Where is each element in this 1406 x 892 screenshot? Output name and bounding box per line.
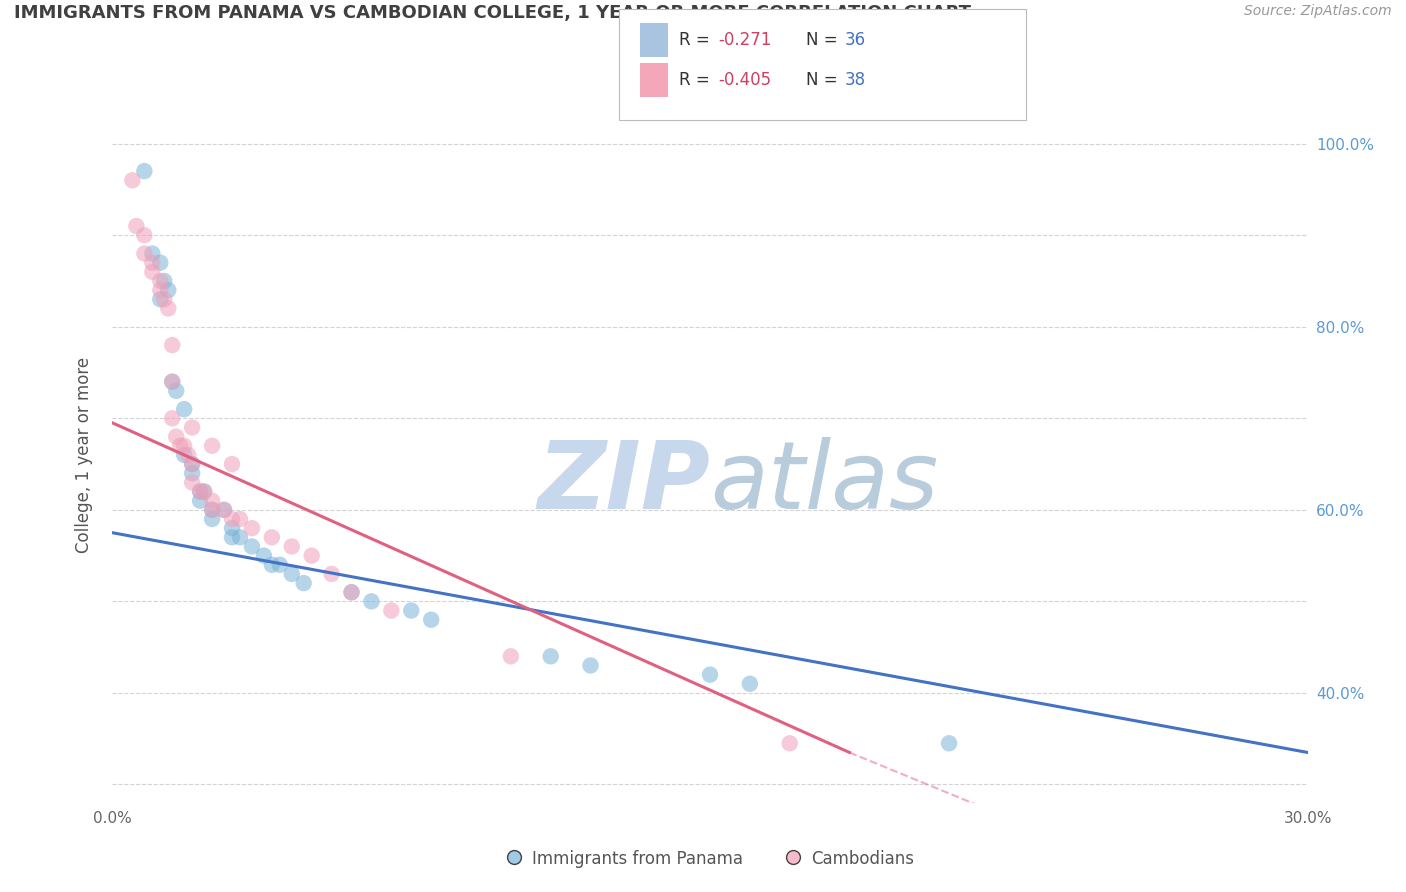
Point	[169, 439, 191, 453]
Point	[229, 512, 252, 526]
Point	[221, 521, 243, 535]
Point	[779, 736, 801, 750]
Point	[141, 255, 163, 269]
Point	[149, 255, 172, 269]
Point	[153, 274, 176, 288]
Point	[221, 512, 243, 526]
Text: 38: 38	[845, 71, 866, 89]
Point	[188, 493, 211, 508]
Point	[153, 293, 176, 307]
Text: atlas: atlas	[710, 437, 938, 528]
Text: IMMIGRANTS FROM PANAMA VS CAMBODIAN COLLEGE, 1 YEAR OR MORE CORRELATION CHART: IMMIGRANTS FROM PANAMA VS CAMBODIAN COLL…	[14, 4, 972, 22]
Point	[173, 448, 195, 462]
Point	[165, 429, 187, 443]
Point	[229, 530, 252, 544]
Text: R =: R =	[679, 71, 716, 89]
Point	[360, 594, 382, 608]
Point	[380, 603, 402, 617]
Point	[165, 384, 187, 398]
Point	[181, 467, 204, 481]
Point	[149, 283, 172, 297]
Point	[281, 540, 304, 554]
Point	[281, 566, 304, 581]
Point	[193, 484, 215, 499]
Point	[499, 649, 522, 664]
Point	[301, 549, 323, 563]
Text: N =: N =	[806, 31, 842, 49]
Point	[540, 649, 562, 664]
Point	[181, 457, 204, 471]
Text: N =: N =	[806, 71, 842, 89]
Point	[212, 503, 235, 517]
Point	[938, 736, 960, 750]
Point	[141, 265, 163, 279]
Point	[188, 484, 211, 499]
Legend: Immigrants from Panama, Cambodians: Immigrants from Panama, Cambodians	[499, 843, 921, 874]
Point	[201, 493, 224, 508]
Point	[134, 246, 156, 260]
Point	[181, 457, 204, 471]
Point	[141, 246, 163, 260]
Point	[201, 439, 224, 453]
Text: -0.271: -0.271	[718, 31, 772, 49]
Point	[579, 658, 602, 673]
Point	[699, 667, 721, 681]
Point	[157, 283, 180, 297]
Point	[253, 549, 276, 563]
Text: ZIP: ZIP	[537, 437, 710, 529]
Point	[149, 274, 172, 288]
Point	[121, 173, 143, 187]
Point	[193, 484, 215, 499]
Point	[321, 566, 343, 581]
Point	[125, 219, 148, 233]
Point	[162, 411, 183, 425]
Point	[162, 338, 183, 352]
Point	[212, 503, 235, 517]
Point	[738, 677, 761, 691]
Point	[173, 439, 195, 453]
Text: R =: R =	[679, 31, 716, 49]
Text: Source: ZipAtlas.com: Source: ZipAtlas.com	[1244, 4, 1392, 19]
Point	[420, 613, 443, 627]
Point	[181, 475, 204, 490]
Point	[240, 540, 263, 554]
Text: -0.405: -0.405	[718, 71, 772, 89]
Point	[401, 603, 423, 617]
Point	[134, 164, 156, 178]
Point	[157, 301, 180, 316]
Point	[201, 503, 224, 517]
Point	[134, 228, 156, 243]
Y-axis label: College, 1 year or more: College, 1 year or more	[75, 357, 93, 553]
Point	[292, 576, 315, 591]
Point	[340, 585, 363, 599]
Point	[188, 484, 211, 499]
Point	[149, 293, 172, 307]
Point	[173, 402, 195, 417]
Point	[340, 585, 363, 599]
Point	[177, 448, 200, 462]
Point	[181, 420, 204, 434]
Text: 36: 36	[845, 31, 866, 49]
Point	[162, 375, 183, 389]
Point	[162, 375, 183, 389]
Point	[269, 558, 291, 572]
Point	[260, 530, 283, 544]
Point	[240, 521, 263, 535]
Point	[221, 457, 243, 471]
Point	[260, 558, 283, 572]
Point	[201, 512, 224, 526]
Point	[201, 503, 224, 517]
Point	[221, 530, 243, 544]
